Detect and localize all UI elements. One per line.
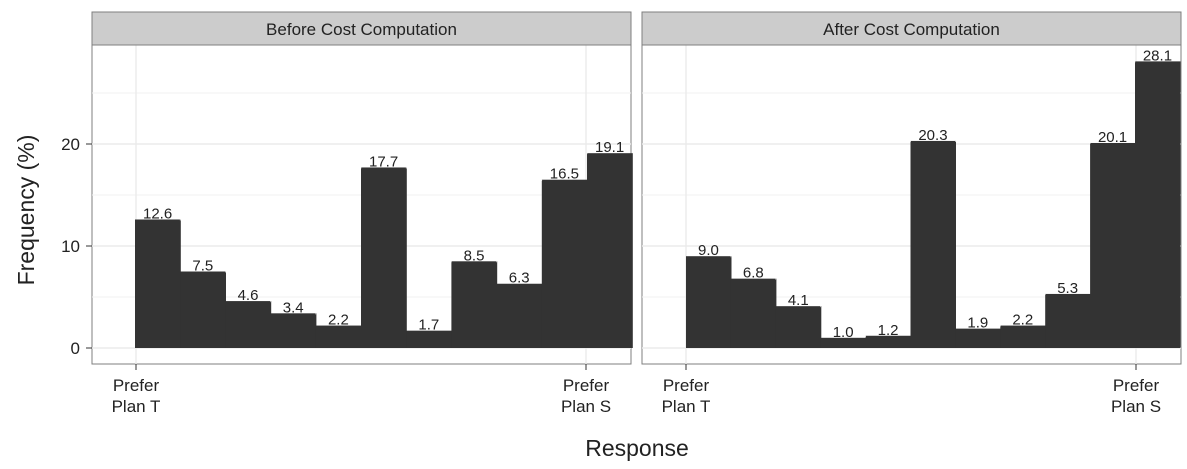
panel-1-x-tick-label: Plan T: [112, 397, 161, 416]
panel-1-bar-2: [180, 271, 226, 348]
panel-1-bar-5: [315, 325, 362, 348]
panel-1-value-label: 12.6: [143, 205, 172, 222]
panel-1-value-label: 8.5: [464, 247, 485, 264]
panel-2-value-label: 1.0: [833, 324, 854, 341]
panel-1-value-label: 6.3: [509, 270, 530, 287]
y-tick-label: 20: [61, 135, 80, 154]
panel-1-value-label: 2.2: [328, 312, 349, 329]
panel-1-strip: [91, 11, 632, 46]
panel-2-bar-9: [1045, 293, 1091, 348]
panel-2-value-label: 1.2: [878, 322, 899, 339]
panel-2-strip: [641, 11, 1182, 46]
panel-2-value-label: 6.8: [743, 265, 764, 282]
panel-2-x-tick-label: Prefer: [1113, 376, 1160, 395]
panel-2-value-label: 1.9: [967, 315, 988, 332]
panel-1-value-label: 4.6: [238, 287, 259, 304]
panel-2-bar-8: [1000, 325, 1046, 348]
panel-2-bar-6: [910, 140, 956, 348]
panel-2-bar-7: [955, 328, 1001, 348]
panel-1-value-label: 17.7: [369, 153, 398, 170]
y-tick-label: 10: [61, 237, 80, 256]
panel-1-x-tick-label: Prefer: [563, 376, 610, 395]
panel-1-bar-4: [270, 313, 317, 348]
panel-1-bar-7: [406, 330, 452, 348]
panel-1-value-label: 7.5: [192, 258, 213, 275]
panel-1-value-label: 3.4: [283, 299, 304, 316]
panel-2-x-tick-label: Prefer: [663, 376, 710, 395]
panel-2-value-label: 5.3: [1057, 280, 1078, 297]
panel-2-bar-3: [775, 306, 822, 348]
panel-2-bar-2: [730, 278, 777, 348]
panel-2-bar-10: [1090, 142, 1136, 348]
panel-1-title: Before Cost Computation: [266, 20, 457, 39]
panel-2-title: After Cost Computation: [823, 20, 1000, 39]
panel-1-x-tick-label: Plan S: [561, 397, 611, 416]
panel-1-bar-6: [361, 167, 407, 348]
panel-1-value-label: 1.7: [418, 317, 439, 334]
panel-1-bar-10: [541, 179, 588, 348]
panel-2-value-label: 9.0: [698, 242, 719, 259]
panel-1-x-tick-label: Prefer: [113, 376, 160, 395]
panel-2-value-label: 28.1: [1143, 47, 1172, 64]
y-axis-title: Frequency (%): [13, 135, 39, 286]
panel-1-value-label: 16.5: [550, 166, 579, 183]
panel-1-value-label: 19.1: [595, 139, 624, 156]
panel-2-x-tick-label: Plan T: [662, 397, 711, 416]
panel-2-value-label: 20.1: [1098, 129, 1127, 146]
panel-1-bar-8: [451, 261, 498, 348]
panel-2-bar-1: [686, 256, 732, 348]
panel-2-bar-4: [820, 337, 867, 348]
panel-2-value-label: 20.3: [918, 127, 947, 144]
panel-2-bar-11: [1135, 61, 1181, 348]
y-tick-label: 0: [71, 339, 80, 358]
panel-1-bar-11: [587, 153, 633, 348]
panel-2-bar-5: [865, 335, 912, 348]
panel-2-x-tick-label: Plan S: [1111, 397, 1161, 416]
panel-2-value-label: 2.2: [1012, 312, 1033, 329]
panel-1-bar-1: [135, 219, 181, 348]
panel-2-value-label: 4.1: [788, 292, 809, 309]
panel-1-bar-9: [496, 283, 543, 348]
panel-1-bar-3: [225, 301, 272, 348]
x-axis-title: Response: [585, 435, 689, 461]
